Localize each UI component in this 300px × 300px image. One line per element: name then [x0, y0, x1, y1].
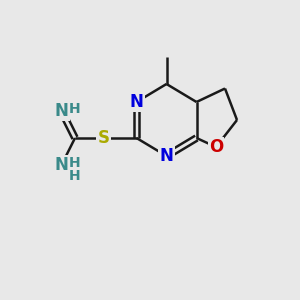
- Text: N: N: [55, 156, 68, 174]
- Text: N: N: [130, 93, 143, 111]
- Text: N: N: [160, 147, 173, 165]
- Text: H: H: [68, 156, 80, 170]
- Text: H: H: [68, 169, 80, 183]
- Text: S: S: [98, 129, 110, 147]
- Text: H: H: [68, 102, 80, 116]
- Text: N: N: [55, 102, 68, 120]
- Text: O: O: [209, 138, 223, 156]
